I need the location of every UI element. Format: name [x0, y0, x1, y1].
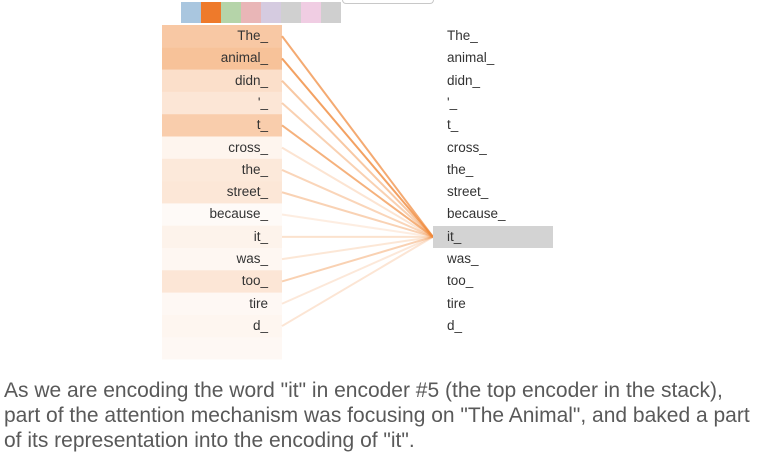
source-weight-column [162, 25, 282, 360]
attention-head-selector[interactable] [181, 2, 341, 23]
target-token[interactable]: didn_ [447, 72, 481, 88]
attention-line [281, 235, 434, 327]
target-token[interactable]: because_ [447, 206, 506, 222]
attention-line [281, 35, 434, 238]
source-weight-cell [162, 181, 282, 204]
source-weight-cell [162, 337, 282, 360]
source-token[interactable]: the_ [241, 161, 268, 177]
head-swatch-2[interactable] [221, 2, 241, 23]
attention-line [281, 235, 434, 305]
attention-line [281, 235, 434, 283]
target-token[interactable]: too_ [447, 273, 474, 289]
target-token[interactable]: tire [447, 295, 466, 311]
head-swatch-0[interactable] [181, 2, 201, 23]
attention-line [281, 102, 434, 238]
source-weight-cell [162, 25, 282, 48]
source-token[interactable]: it_ [253, 228, 268, 244]
source-token[interactable]: '_ [257, 94, 268, 110]
target-token[interactable]: was_ [447, 251, 479, 266]
target-token[interactable]: The_ [447, 28, 478, 43]
target-token[interactable]: t_ [447, 117, 459, 133]
attention-line [281, 80, 434, 238]
source-token[interactable]: t_ [256, 117, 268, 133]
source-token[interactable] [162, 337, 282, 359]
source-weight-cell [162, 136, 282, 159]
source-weight-cell [162, 91, 282, 115]
source-weight-cell [162, 225, 282, 248]
attention-visualization [162, 25, 434, 360]
target-token[interactable]: cross_ [447, 139, 487, 155]
source-token[interactable]: because_ [209, 206, 268, 222]
target-token[interactable]: animal_ [447, 50, 495, 66]
attention-line [281, 146, 434, 238]
attention-line [281, 191, 434, 238]
source-token[interactable]: didn_ [234, 72, 268, 88]
source-token[interactable]: The_ [237, 28, 268, 43]
source-token[interactable]: too_ [241, 273, 268, 289]
source-weight-cell [162, 114, 282, 137]
source-weight-cell [162, 314, 282, 338]
source-weight-cell [162, 203, 282, 226]
target-token[interactable]: street_ [447, 184, 489, 200]
attention-lines [281, 35, 434, 327]
head-swatch-4[interactable] [261, 2, 281, 23]
source-weight-cell [162, 69, 282, 92]
attention-line [281, 124, 434, 238]
target-token[interactable]: d_ [447, 317, 463, 333]
head-swatch-6[interactable] [301, 2, 321, 23]
head-swatch-1[interactable] [201, 2, 221, 23]
head-swatch-3[interactable] [241, 2, 261, 23]
head-swatch-5[interactable] [281, 2, 301, 23]
source-token[interactable]: was_ [236, 251, 268, 266]
source-weight-cell [162, 248, 282, 271]
attention-line [281, 213, 434, 238]
attention-line [281, 235, 434, 261]
target-token[interactable]: the_ [447, 161, 474, 177]
source-weight-cell [162, 158, 282, 182]
attention-line [281, 169, 434, 238]
source-token[interactable]: cross_ [228, 139, 268, 155]
source-token[interactable]: tire [249, 295, 268, 311]
target-token-selected[interactable]: it_ [433, 225, 553, 248]
attention-line [281, 57, 434, 238]
source-token[interactable]: animal_ [220, 50, 268, 66]
source-weight-cell [162, 292, 282, 315]
target-token[interactable]: '_ [447, 94, 458, 110]
source-weight-cell [162, 47, 282, 70]
caption-text: As we are encoding the word "it" in enco… [4, 379, 750, 452]
source-token[interactable]: street_ [226, 184, 268, 200]
source-weight-cell [162, 270, 282, 293]
source-token[interactable]: d_ [252, 317, 268, 333]
head-swatch-7[interactable] [321, 2, 341, 23]
